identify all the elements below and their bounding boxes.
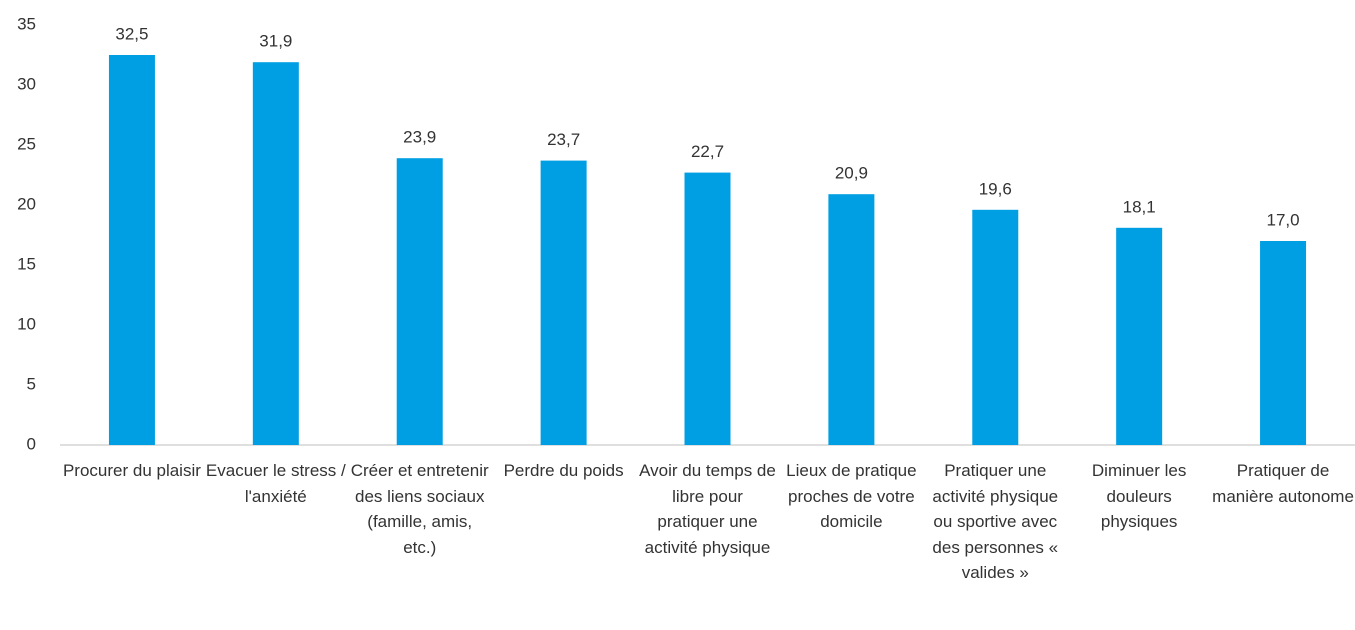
value-label: 23,9 <box>403 128 436 147</box>
value-label: 19,6 <box>979 179 1012 198</box>
x-tick-label: Evacuer le stress / l'anxiété <box>205 461 346 506</box>
y-tick-label: 30 <box>17 74 36 93</box>
x-tick-label: Diminuer les douleurs physiques <box>1091 461 1187 531</box>
y-tick-label: 20 <box>17 194 36 213</box>
y-tick-label: 5 <box>27 374 36 393</box>
y-tick-label: 15 <box>17 254 36 273</box>
value-label: 22,7 <box>691 142 724 161</box>
x-tick-label: Pratiquer une activité physique ou sport… <box>932 461 1059 582</box>
value-label: 17,0 <box>1267 210 1300 229</box>
bar <box>972 209 1019 445</box>
x-tick-label: Créer et entretenir des liens sociaux (f… <box>350 461 489 557</box>
bar <box>1260 241 1307 445</box>
bar <box>540 160 587 445</box>
value-label: 31,9 <box>259 32 292 51</box>
bar <box>1116 227 1163 445</box>
y-tick-label: 10 <box>17 314 36 333</box>
bar <box>828 194 875 445</box>
y-tick-label: 35 <box>17 14 36 33</box>
bar <box>396 158 443 445</box>
x-tick-label: Pratiquer de manière autonome <box>1212 461 1354 506</box>
x-tick-label: Procurer du plaisir <box>62 461 201 480</box>
y-tick-label: 0 <box>27 434 36 453</box>
bar <box>252 62 299 445</box>
value-label: 32,5 <box>115 24 148 43</box>
x-tick-label: Avoir du temps de libre pour pratiquer u… <box>639 461 776 557</box>
value-label: 23,7 <box>547 130 580 149</box>
y-tick-label: 25 <box>17 134 36 153</box>
value-label: 18,1 <box>1123 197 1156 216</box>
x-tick-label: Perdre du poids <box>503 461 624 480</box>
x-tick-label: Lieux de pratique proches de votre domic… <box>786 461 917 531</box>
bar <box>108 55 155 445</box>
bar <box>684 172 731 445</box>
value-label: 20,9 <box>835 164 868 183</box>
